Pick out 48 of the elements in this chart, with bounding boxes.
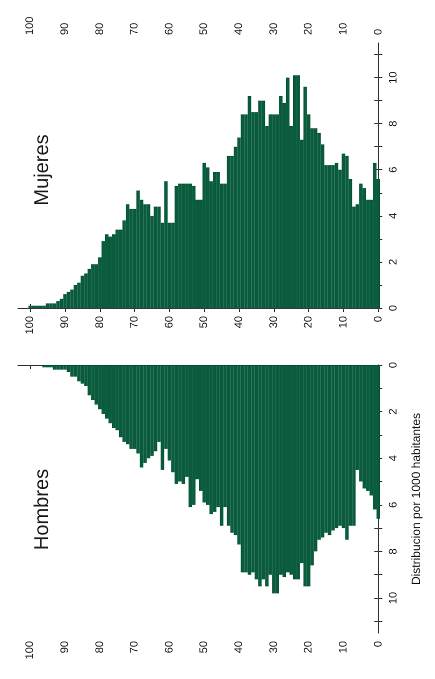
y-tick-label: 6	[388, 166, 400, 173]
x-tick-label: 0	[372, 641, 384, 648]
x-tick-label: 30	[268, 22, 280, 35]
x-tick-label: 10	[337, 22, 350, 35]
x-tick-label: 50	[198, 22, 210, 35]
x-tick-label: 80	[94, 641, 106, 654]
x-tick-label: 20	[302, 22, 315, 35]
x-tick-label: 100	[24, 641, 36, 660]
x-tick-label: 40	[233, 22, 246, 35]
x-tick-label: 70	[128, 641, 141, 654]
x2-tick-label: 100	[24, 316, 36, 334]
x-tick-label: 10	[337, 641, 350, 654]
text: Hombres	[31, 468, 53, 550]
x-tick-label: 40	[233, 641, 246, 654]
x-tick-label: 100	[24, 16, 36, 35]
x2-tick-label: 60	[163, 316, 176, 328]
x2-tick-label: 40	[233, 316, 246, 328]
y-tick-label: 2	[388, 258, 400, 265]
x2-tick-label: 30	[268, 316, 280, 328]
x2-tick-label: 10	[337, 316, 350, 328]
x2-tick-label: 90	[58, 316, 71, 328]
x-tick-label: 60	[163, 22, 176, 35]
text: Mujeres	[31, 134, 53, 206]
x-tick-label: 90	[58, 641, 71, 654]
y-tick-label: 0	[388, 304, 400, 312]
x-tick-label: 20	[302, 641, 315, 654]
x2-tick-label: 50	[198, 316, 210, 328]
x-tick-label: 90	[58, 22, 71, 35]
x2-tick-label: 20	[302, 316, 315, 328]
y-tick-label: 4	[388, 212, 400, 219]
x-tick-label: 70	[128, 22, 141, 35]
y-tick-label: 10	[388, 71, 400, 84]
x-tick-label: 60	[163, 641, 176, 654]
y-tick-label: 8	[388, 548, 400, 554]
x2-tick-label: 70	[128, 316, 141, 328]
x2-tick-label: 80	[94, 316, 106, 328]
x-tick-label: 0	[372, 28, 384, 35]
y-axis-title: Distribucion por 1000 habitantes	[409, 412, 423, 586]
x-tick-label: 80	[94, 22, 106, 35]
y-tick-label: 0	[388, 362, 400, 368]
x2-tick-label: 0	[372, 316, 384, 322]
y-tick-label: 4	[388, 455, 400, 462]
x-tick-label: 50	[198, 641, 210, 654]
y-tick-label: 2	[388, 408, 400, 415]
y-tick-label: 10	[388, 592, 400, 604]
y-tick-label: 8	[388, 120, 400, 127]
x-tick-label: 30	[268, 641, 280, 654]
y-tick-label: 6	[388, 502, 400, 508]
